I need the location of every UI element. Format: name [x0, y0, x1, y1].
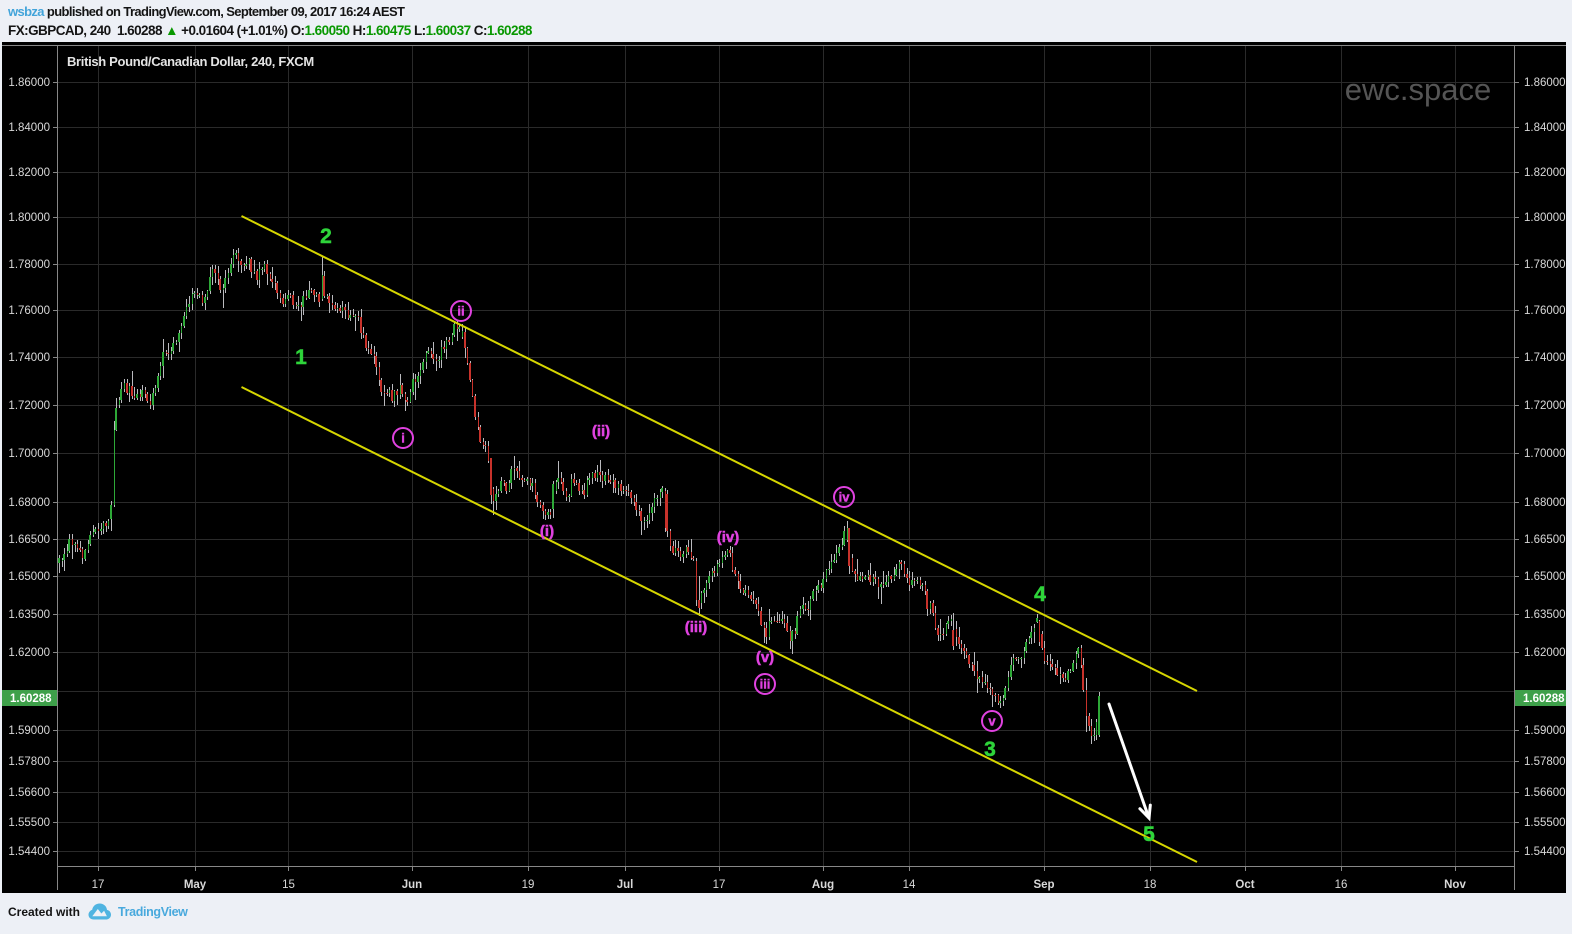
svg-text:1.80000: 1.80000 — [1524, 212, 1566, 224]
svg-text:1.70000: 1.70000 — [8, 448, 50, 460]
svg-text:1.63500: 1.63500 — [8, 609, 50, 621]
svg-text:1.68000: 1.68000 — [8, 497, 50, 509]
svg-text:14: 14 — [903, 879, 916, 891]
svg-text:1.76000: 1.76000 — [8, 305, 50, 317]
svg-text:4: 4 — [1034, 583, 1046, 606]
svg-text:1.65000: 1.65000 — [8, 571, 50, 583]
svg-text:1.70000: 1.70000 — [1524, 448, 1566, 460]
svg-text:5: 5 — [1143, 823, 1155, 846]
svg-text:1.59000: 1.59000 — [8, 725, 50, 737]
svg-text:1.54400: 1.54400 — [8, 846, 50, 858]
svg-text:1.66500: 1.66500 — [1524, 534, 1566, 546]
svg-text:1.57800: 1.57800 — [1524, 756, 1566, 768]
svg-text:1.59000: 1.59000 — [1524, 725, 1566, 737]
svg-text:1.60288: 1.60288 — [1523, 693, 1565, 705]
svg-text:1.62000: 1.62000 — [1524, 647, 1566, 659]
svg-text:1.74000: 1.74000 — [8, 352, 50, 364]
svg-text:(i): (i) — [540, 523, 554, 540]
svg-text:1.84000: 1.84000 — [8, 122, 50, 134]
svg-text:ii: ii — [457, 304, 464, 319]
svg-text:Sep: Sep — [1033, 879, 1054, 891]
svg-text:1.82000: 1.82000 — [1524, 167, 1566, 179]
svg-text:(v): (v) — [756, 649, 774, 666]
svg-text:iv: iv — [839, 490, 851, 505]
svg-text:19: 19 — [522, 879, 535, 891]
svg-text:1.86000: 1.86000 — [8, 77, 50, 89]
svg-text:3: 3 — [984, 738, 996, 761]
svg-text:1.86000: 1.86000 — [1524, 77, 1566, 89]
svg-text:Aug: Aug — [812, 879, 834, 891]
svg-text:Jun: Jun — [402, 879, 422, 891]
svg-text:May: May — [184, 879, 207, 891]
svg-text:16: 16 — [1335, 879, 1348, 891]
svg-text:1: 1 — [295, 346, 307, 369]
svg-text:1.78000: 1.78000 — [8, 259, 50, 271]
svg-text:iii: iii — [760, 677, 771, 692]
svg-text:1.54400: 1.54400 — [1524, 846, 1566, 858]
svg-text:1.76000: 1.76000 — [1524, 305, 1566, 317]
svg-text:1.80000: 1.80000 — [8, 212, 50, 224]
svg-text:Oct: Oct — [1235, 879, 1254, 891]
svg-text:1.60288: 1.60288 — [10, 693, 52, 705]
svg-text:1.82000: 1.82000 — [8, 167, 50, 179]
svg-text:1.56600: 1.56600 — [8, 787, 50, 799]
svg-text:1.68000: 1.68000 — [1524, 497, 1566, 509]
svg-text:(iii): (iii) — [685, 619, 708, 636]
svg-text:ewc.space: ewc.space — [1345, 72, 1491, 107]
svg-text:2: 2 — [320, 225, 332, 248]
svg-text:18: 18 — [1144, 879, 1157, 891]
svg-text:1.72000: 1.72000 — [1524, 400, 1566, 412]
svg-text:Jul: Jul — [617, 879, 634, 891]
svg-text:1.55500: 1.55500 — [8, 817, 50, 829]
svg-text:1.63500: 1.63500 — [1524, 609, 1566, 621]
svg-text:FX:GBPCAD, 240 1.60288 ▲ +0.0: FX:GBPCAD, 240 1.60288 ▲ +0.01604 (+1.01… — [8, 23, 533, 38]
svg-text:17: 17 — [92, 879, 105, 891]
svg-text:17: 17 — [713, 879, 726, 891]
svg-text:TradingView: TradingView — [118, 905, 188, 919]
svg-text:1.78000: 1.78000 — [1524, 259, 1566, 271]
svg-text:1.57800: 1.57800 — [8, 756, 50, 768]
svg-text:Nov: Nov — [1444, 879, 1466, 891]
svg-text:15: 15 — [282, 879, 295, 891]
svg-text:British Pound/Canadian Dollar,: British Pound/Canadian Dollar, 240, FXCM — [67, 54, 314, 69]
svg-text:(iv): (iv) — [717, 529, 740, 546]
svg-text:1.65000: 1.65000 — [1524, 571, 1566, 583]
svg-text:v: v — [988, 714, 996, 729]
svg-text:1.56600: 1.56600 — [1524, 787, 1566, 799]
svg-text:(ii): (ii) — [592, 423, 610, 440]
svg-text:1.84000: 1.84000 — [1524, 122, 1566, 134]
svg-text:1.74000: 1.74000 — [1524, 352, 1566, 364]
svg-text:Created with: Created with — [8, 905, 80, 919]
svg-text:1.66500: 1.66500 — [8, 534, 50, 546]
svg-text:1.55500: 1.55500 — [1524, 817, 1566, 829]
svg-text:1.62000: 1.62000 — [8, 647, 50, 659]
svg-text:i: i — [401, 431, 405, 446]
svg-text:wsbza published on TradingView: wsbza published on TradingView.com, Sept… — [7, 4, 405, 19]
svg-text:1.72000: 1.72000 — [8, 400, 50, 412]
